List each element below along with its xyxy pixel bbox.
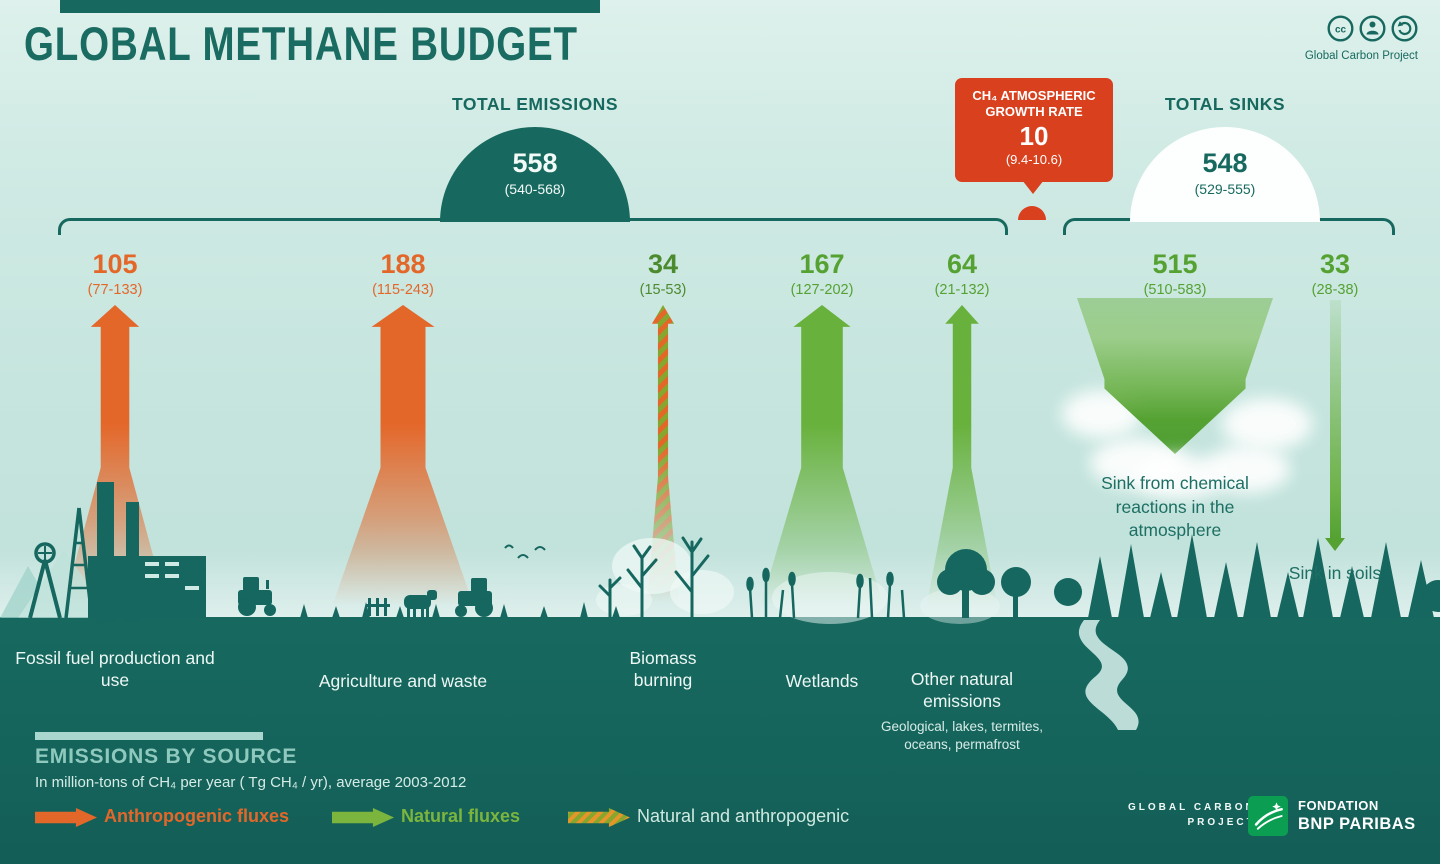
gcp-logo-line2: PROJECT — [1187, 817, 1256, 828]
flux-label: Other natural emissions — [910, 669, 1014, 711]
column-fossil-fuel: 105 (77-133) Fossil fuel production and … — [10, 249, 220, 770]
total-emissions-range: (540-568) — [504, 180, 566, 197]
growth-rate-range: (9.4-10.6) — [1005, 151, 1063, 167]
total-sinks-label: TOTAL SINKS — [1164, 94, 1286, 114]
sink-label: Sink from chemical reactions in the atmo… — [1101, 473, 1249, 541]
anthropogenic-arrow-icon — [35, 808, 97, 827]
mixed-arrow-icon — [568, 808, 630, 827]
sink-value: 33 — [1319, 249, 1351, 279]
footer-accent-bar — [35, 732, 263, 740]
svg-text:cc: cc — [1335, 25, 1347, 36]
legend-mixed: Natural and anthropogenic — [637, 806, 850, 826]
column-biomass: 34 (15-53) Biomass burning — [588, 249, 738, 770]
gcp-logo-line1: GLOBAL CARBON — [1128, 802, 1256, 813]
flux-range: (21-132) — [934, 281, 990, 298]
total-emissions-dome: 558 (540-568) — [440, 127, 630, 222]
total-emissions-value: 558 — [512, 148, 558, 178]
flux-value: 188 — [380, 249, 426, 279]
flux-value: 34 — [647, 249, 679, 279]
flux-sublabel: Geological, lakes, termites, oceans, per… — [880, 719, 1044, 752]
bnp-logo-line2: BNP PARIBAS — [1298, 814, 1416, 833]
landscape-scene — [0, 482, 1440, 730]
total-sinks-range: (529-555) — [1194, 180, 1256, 197]
cc-by-person-icon — [1359, 15, 1386, 42]
page-title: GLOBAL METHANE BUDGET — [24, 17, 578, 70]
growth-rate-value: 10 — [1019, 120, 1049, 151]
flux-range: (127-202) — [790, 281, 854, 298]
farm-silhouette — [238, 544, 620, 618]
flux-value: 167 — [799, 249, 845, 279]
bnp-paribas-logo[interactable]: FONDATION BNP PARIBAS — [1248, 796, 1416, 836]
factory-silhouette — [28, 482, 206, 622]
cloud — [1222, 398, 1312, 450]
soil-sink-arrow — [1330, 300, 1341, 538]
river — [1078, 620, 1139, 730]
column-wetlands: 167 (127-202) Wetlands — [744, 249, 900, 770]
bnp-logo-line1: FONDATION — [1298, 797, 1379, 813]
flux-value: 105 — [92, 249, 138, 279]
column-soil-sink: 33 (28-38) Sink in soils — [1272, 249, 1398, 770]
cc-icon: cc — [1327, 15, 1354, 42]
title-accent-bar — [60, 0, 600, 13]
growth-rate-label: CH₄ ATMOSPHERIC GROWTH RATE — [972, 88, 1096, 120]
flux-range: (15-53) — [639, 281, 687, 298]
legend-anthropogenic: Anthropogenic fluxes — [104, 806, 290, 826]
flux-label: Fossil fuel production and use — [15, 648, 215, 690]
column-other-natural: 64 (21-132) Other natural emissions Geol… — [874, 249, 1050, 770]
creative-commons-badge[interactable]: cc — [1327, 15, 1418, 42]
footer-heading: EMISSIONS BY SOURCE — [35, 745, 298, 768]
flux-value: 64 — [946, 249, 978, 279]
sink-value: 515 — [1152, 249, 1198, 279]
ground — [0, 617, 1440, 864]
forest-silhouette — [1054, 534, 1440, 618]
flux-range: (115-243) — [372, 281, 434, 298]
bnp-logo-icon — [1248, 796, 1288, 836]
growth-rate-dome — [1018, 206, 1046, 220]
sink-range: (28-38) — [1311, 281, 1359, 298]
soil-sink-arrowhead — [1325, 538, 1345, 551]
growth-rate-callout: CH₄ ATMOSPHERIC GROWTH RATE 10 (9.4-10.6… — [955, 78, 1113, 182]
total-sinks-value: 548 — [1202, 148, 1248, 178]
wetland-reeds-silhouette — [746, 567, 906, 619]
flux-label: Biomass burning — [629, 648, 697, 690]
natural-arrow-icon — [332, 808, 394, 827]
attribution-text: Global Carbon Project — [1304, 50, 1418, 62]
cc-sa-icon — [1391, 15, 1418, 42]
trees-silhouette — [937, 549, 1031, 618]
total-emissions-label: TOTAL EMISSIONS — [452, 94, 618, 114]
sink-range: (510-583) — [1143, 281, 1207, 298]
sink-label: Sink in soils — [1288, 563, 1382, 583]
footer-units: In million-tons of CH₄ per year ( Tg CH₄… — [35, 774, 467, 791]
flux-label: Wetlands — [785, 671, 859, 691]
cloud — [1135, 455, 1225, 499]
flux-range: (77-133) — [87, 281, 143, 298]
column-atmospheric-sink: 515 (510-583) Sink from chemical reactio… — [1063, 249, 1287, 770]
growth-rate-callout-pointer — [1022, 180, 1044, 194]
total-sinks-dome: 548 (529-555) — [1130, 127, 1320, 222]
legend-natural: Natural fluxes — [401, 806, 521, 826]
column-agriculture: 188 (115-243) Agriculture and waste — [281, 249, 525, 770]
flux-label: Agriculture and waste — [318, 671, 488, 691]
burning-trees-silhouette — [598, 536, 710, 620]
